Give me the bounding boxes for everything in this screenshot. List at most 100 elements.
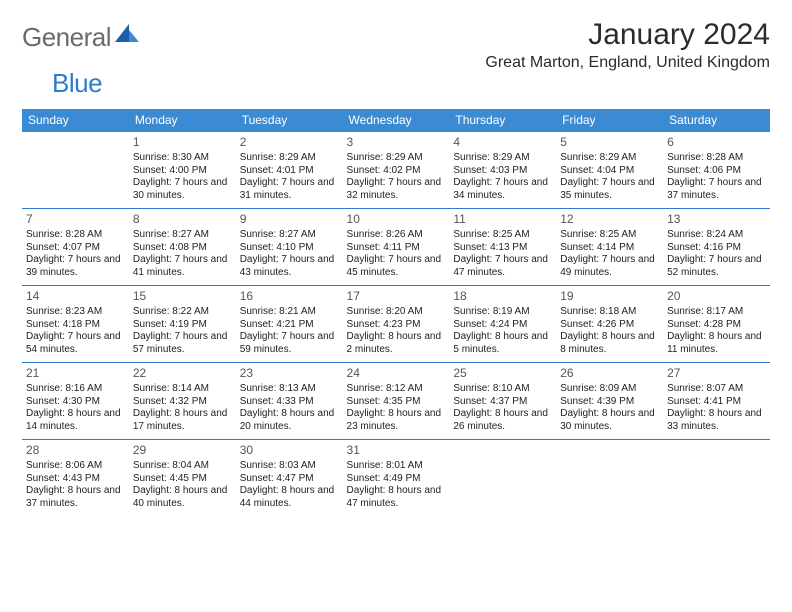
location: Great Marton, England, United Kingdom	[485, 54, 770, 72]
empty-cell	[22, 132, 129, 209]
logo-blue-row: Blue	[22, 68, 770, 99]
week-row: 14Sunrise: 8:23 AMSunset: 4:18 PMDayligh…	[22, 286, 770, 363]
sunrise-line: Sunrise: 8:21 AM	[240, 306, 339, 319]
calendar-page: General January 2024 Great Marton, Engla…	[0, 0, 792, 516]
day-cell: 15Sunrise: 8:22 AMSunset: 4:19 PMDayligh…	[129, 286, 236, 363]
day-cell: 18Sunrise: 8:19 AMSunset: 4:24 PMDayligh…	[449, 286, 556, 363]
sunrise-line: Sunrise: 8:26 AM	[347, 229, 446, 242]
calendar-table: SundayMondayTuesdayWednesdayThursdayFrid…	[22, 109, 770, 516]
day-cell: 30Sunrise: 8:03 AMSunset: 4:47 PMDayligh…	[236, 440, 343, 516]
daylight-line: Daylight: 7 hours and 41 minutes.	[133, 254, 232, 279]
day-number: 3	[347, 135, 446, 150]
sunrise-line: Sunrise: 8:24 AM	[667, 229, 766, 242]
day-cell: 8 Sunrise: 8:27 AMSunset: 4:08 PMDaylight…	[129, 209, 236, 286]
sunrise-line: Sunrise: 8:29 AM	[560, 152, 659, 165]
daylight-line: Daylight: 7 hours and 59 minutes.	[240, 331, 339, 356]
daylight-line: Daylight: 7 hours and 39 minutes.	[26, 254, 125, 279]
day-cell: 7 Sunrise: 8:28 AMSunset: 4:07 PMDaylight…	[22, 209, 129, 286]
header: General January 2024 Great Marton, Engla…	[22, 18, 770, 72]
daylight-line: Daylight: 7 hours and 52 minutes.	[667, 254, 766, 279]
sunset-line: Sunset: 4:19 PM	[133, 319, 232, 332]
sunset-line: Sunset: 4:13 PM	[453, 242, 552, 255]
sunrise-line: Sunrise: 8:27 AM	[240, 229, 339, 242]
day-number: 19	[560, 289, 659, 304]
day-cell: 13Sunrise: 8:24 AMSunset: 4:16 PMDayligh…	[663, 209, 770, 286]
dayname-monday: Monday	[129, 109, 236, 132]
daylight-line: Daylight: 7 hours and 45 minutes.	[347, 254, 446, 279]
day-number: 11	[453, 212, 552, 227]
sunset-line: Sunset: 4:04 PM	[560, 165, 659, 178]
sunset-line: Sunset: 4:41 PM	[667, 396, 766, 409]
dayname-sunday: Sunday	[22, 109, 129, 132]
daylight-line: Daylight: 7 hours and 34 minutes.	[453, 177, 552, 202]
day-cell: 3Sunrise: 8:29 AMSunset: 4:02 PMDaylight…	[343, 132, 450, 209]
sunset-line: Sunset: 4:07 PM	[26, 242, 125, 255]
day-number: 10	[347, 212, 446, 227]
logo-text-general: General	[22, 22, 111, 52]
logo: General	[22, 18, 139, 53]
sunset-line: Sunset: 4:43 PM	[26, 473, 125, 486]
daylight-line: Daylight: 7 hours and 54 minutes.	[26, 331, 125, 356]
logo-mark-icon	[115, 24, 139, 42]
daylight-line: Daylight: 7 hours and 30 minutes.	[133, 177, 232, 202]
day-cell: 9Sunrise: 8:27 AMSunset: 4:10 PMDaylight…	[236, 209, 343, 286]
sunset-line: Sunset: 4:03 PM	[453, 165, 552, 178]
day-number: 8	[133, 212, 232, 227]
sunrise-line: Sunrise: 8:04 AM	[133, 460, 232, 473]
calendar-head: SundayMondayTuesdayWednesdayThursdayFrid…	[22, 109, 770, 132]
sunset-line: Sunset: 4:14 PM	[560, 242, 659, 255]
day-cell: 31Sunrise: 8:01 AMSunset: 4:49 PMDayligh…	[343, 440, 450, 516]
sunset-line: Sunset: 4:23 PM	[347, 319, 446, 332]
day-number: 22	[133, 366, 232, 381]
day-number: 5	[560, 135, 659, 150]
day-cell: 1Sunrise: 8:30 AMSunset: 4:00 PMDaylight…	[129, 132, 236, 209]
daylight-line: Daylight: 8 hours and 33 minutes.	[667, 408, 766, 433]
sunrise-line: Sunrise: 8:28 AM	[26, 229, 125, 242]
sunrise-line: Sunrise: 8:17 AM	[667, 306, 766, 319]
week-row: 1Sunrise: 8:30 AMSunset: 4:00 PMDaylight…	[22, 132, 770, 209]
day-cell: 16Sunrise: 8:21 AMSunset: 4:21 PMDayligh…	[236, 286, 343, 363]
sunrise-line: Sunrise: 8:25 AM	[453, 229, 552, 242]
sunrise-line: Sunrise: 8:27 AM	[133, 229, 232, 242]
daylight-line: Daylight: 8 hours and 11 minutes.	[667, 331, 766, 356]
logo-text-blue: Blue	[22, 68, 102, 98]
day-number: 6	[667, 135, 766, 150]
day-number: 13	[667, 212, 766, 227]
sunset-line: Sunset: 4:21 PM	[240, 319, 339, 332]
day-cell: 4Sunrise: 8:29 AMSunset: 4:03 PMDaylight…	[449, 132, 556, 209]
sunset-line: Sunset: 4:10 PM	[240, 242, 339, 255]
sunrise-line: Sunrise: 8:14 AM	[133, 383, 232, 396]
sunrise-line: Sunrise: 8:01 AM	[347, 460, 446, 473]
week-row: 7Sunrise: 8:28 AMSunset: 4:07 PMDaylight…	[22, 209, 770, 286]
sunrise-line: Sunrise: 8:28 AM	[667, 152, 766, 165]
sunset-line: Sunset: 4:45 PM	[133, 473, 232, 486]
day-number: 15	[133, 289, 232, 304]
empty-cell	[449, 440, 556, 516]
sunset-line: Sunset: 4:08 PM	[133, 242, 232, 255]
day-number: 30	[240, 443, 339, 458]
day-number: 7	[26, 212, 125, 227]
dayname-friday: Friday	[556, 109, 663, 132]
day-number: 2	[240, 135, 339, 150]
daylight-line: Daylight: 7 hours and 43 minutes.	[240, 254, 339, 279]
daylight-line: Daylight: 7 hours and 47 minutes.	[453, 254, 552, 279]
day-cell: 5Sunrise: 8:29 AMSunset: 4:04 PMDaylight…	[556, 132, 663, 209]
daylight-line: Daylight: 8 hours and 5 minutes.	[453, 331, 552, 356]
daylight-line: Daylight: 7 hours and 37 minutes.	[667, 177, 766, 202]
dayname-wednesday: Wednesday	[343, 109, 450, 132]
sunrise-line: Sunrise: 8:20 AM	[347, 306, 446, 319]
sunset-line: Sunset: 4:24 PM	[453, 319, 552, 332]
sunrise-line: Sunrise: 8:07 AM	[667, 383, 766, 396]
daylight-line: Daylight: 7 hours and 49 minutes.	[560, 254, 659, 279]
title-block: January 2024 Great Marton, England, Unit…	[485, 18, 770, 72]
daylight-line: Daylight: 8 hours and 23 minutes.	[347, 408, 446, 433]
sunset-line: Sunset: 4:35 PM	[347, 396, 446, 409]
day-cell: 2Sunrise: 8:29 AMSunset: 4:01 PMDaylight…	[236, 132, 343, 209]
day-number: 1	[133, 135, 232, 150]
daylight-line: Daylight: 8 hours and 30 minutes.	[560, 408, 659, 433]
day-cell: 6Sunrise: 8:28 AMSunset: 4:06 PMDaylight…	[663, 132, 770, 209]
day-cell: 14Sunrise: 8:23 AMSunset: 4:18 PMDayligh…	[22, 286, 129, 363]
day-number: 21	[26, 366, 125, 381]
day-number: 25	[453, 366, 552, 381]
dayname-row: SundayMondayTuesdayWednesdayThursdayFrid…	[22, 109, 770, 132]
